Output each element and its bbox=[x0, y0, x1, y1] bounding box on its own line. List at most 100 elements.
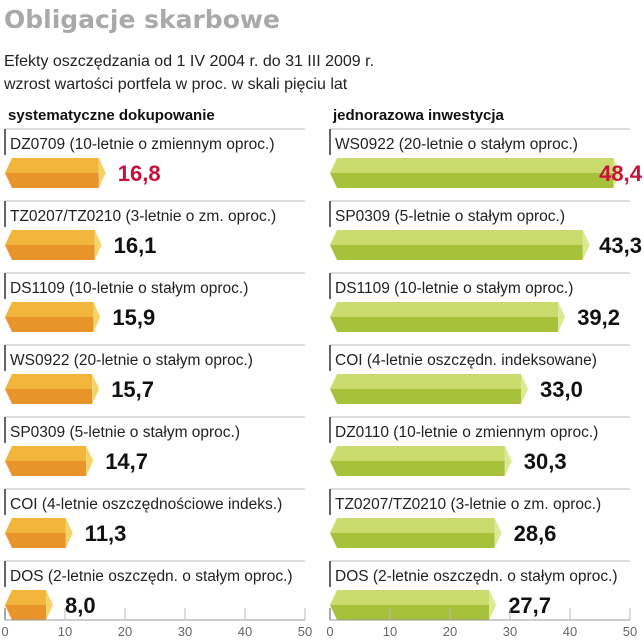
category-label: COI (4-letnie oszczędn. indeksowane) bbox=[335, 352, 597, 369]
tick-label: 10 bbox=[58, 624, 72, 639]
bar bbox=[330, 230, 590, 260]
panel-title-left: systematyczne dokupowanie bbox=[8, 107, 215, 124]
bar-bottom-face bbox=[330, 173, 614, 188]
tick-label: 50 bbox=[298, 624, 312, 639]
value-label: 43,3 bbox=[599, 233, 642, 258]
bar-top-face bbox=[5, 590, 46, 605]
tick-label: 40 bbox=[563, 624, 577, 639]
bar-end-face bbox=[521, 374, 528, 404]
bar bbox=[5, 446, 94, 476]
category-label: SP0309 (5-letnie o stałym oproc.) bbox=[335, 208, 565, 225]
value-label: 11,3 bbox=[85, 521, 127, 546]
tick-label: 20 bbox=[443, 624, 457, 639]
bar bbox=[330, 446, 512, 476]
category-label: TZ0207/TZ0210 (3-letnie o zm. oproc.) bbox=[10, 208, 276, 225]
category-label: SP0309 (5-letnie o stałym oproc.) bbox=[10, 424, 240, 441]
bar-bottom-face bbox=[330, 317, 559, 332]
tick-label: 0 bbox=[1, 624, 8, 639]
bar-end-face bbox=[65, 518, 73, 548]
value-label: 16,8 bbox=[118, 161, 161, 186]
bar bbox=[330, 374, 528, 404]
value-label: 15,9 bbox=[112, 305, 155, 330]
bar-top-face bbox=[330, 518, 495, 533]
category-label: DOS (2-letnie oszczędn. o stałym oproc.) bbox=[10, 568, 293, 585]
bar bbox=[5, 374, 100, 404]
bar-top-face bbox=[5, 446, 87, 461]
bar-end-face bbox=[94, 230, 102, 260]
bar bbox=[5, 230, 102, 260]
tick-label: 20 bbox=[118, 624, 132, 639]
bar-bottom-face bbox=[5, 533, 66, 548]
bar bbox=[330, 518, 502, 548]
bar-bottom-face bbox=[5, 605, 46, 620]
bar-top-face bbox=[5, 158, 99, 173]
bar-top-face bbox=[330, 374, 521, 389]
category-label: DZ0110 (10-letnie o zmiennym oproc.) bbox=[335, 424, 598, 441]
value-label: 39,2 bbox=[577, 305, 620, 330]
subtitle-measure: wzrost wartości portfela w proc. w skali… bbox=[3, 76, 348, 93]
bar-top-face bbox=[5, 302, 94, 317]
bar-end-face bbox=[558, 302, 566, 332]
category-label: WS0922 (20-letnie o stałym oproc.) bbox=[335, 136, 578, 153]
bar-end-face bbox=[613, 158, 621, 188]
bar-top-face bbox=[330, 158, 614, 173]
bar-top-face bbox=[330, 302, 559, 317]
value-label: 48,4 bbox=[599, 161, 643, 186]
bar-bottom-face bbox=[5, 461, 87, 476]
bar-end-face bbox=[86, 446, 94, 476]
value-label: 33,0 bbox=[540, 377, 583, 402]
bar-end-face bbox=[489, 590, 497, 620]
bar bbox=[330, 590, 497, 620]
bar-end-face bbox=[504, 446, 512, 476]
bar-bottom-face bbox=[330, 605, 490, 620]
category-label: DOS (2-letnie oszczędn. o stałym oproc.) bbox=[335, 568, 618, 585]
bar-end-face bbox=[92, 374, 100, 404]
bar-end-face bbox=[494, 518, 502, 548]
bar-bottom-face bbox=[330, 389, 521, 404]
bar bbox=[5, 590, 53, 620]
bar-bottom-face bbox=[5, 317, 94, 332]
bar bbox=[5, 302, 101, 332]
bar-end-face bbox=[582, 230, 590, 260]
tick-label: 0 bbox=[326, 624, 333, 639]
value-label: 30,3 bbox=[524, 449, 567, 474]
subtitle-period: Efekty oszczędzania od 1 IV 2004 r. do 3… bbox=[4, 53, 374, 70]
bar-bottom-face bbox=[5, 245, 95, 260]
value-label: 27,7 bbox=[508, 593, 551, 618]
bar bbox=[5, 518, 73, 548]
tick-label: 40 bbox=[238, 624, 252, 639]
bar-top-face bbox=[330, 230, 583, 245]
value-label: 8,0 bbox=[65, 593, 96, 618]
bar bbox=[330, 302, 566, 332]
tick-label: 30 bbox=[178, 624, 192, 639]
bar-top-face bbox=[5, 374, 93, 389]
category-label: DZ0709 (10-letnie o zmiennym oproc.) bbox=[10, 136, 274, 153]
bar-bottom-face bbox=[330, 461, 505, 476]
bar-bottom-face bbox=[330, 533, 495, 548]
tick-label: 10 bbox=[383, 624, 397, 639]
bar-bottom-face bbox=[330, 245, 583, 260]
value-label: 28,6 bbox=[514, 521, 557, 546]
category-label: TZ0207/TZ0210 (3-letnie o zm. oproc.) bbox=[335, 496, 601, 513]
bar-end-face bbox=[93, 302, 101, 332]
bar bbox=[5, 158, 106, 188]
category-label: DS1109 (10-letnie o stałym oproc.) bbox=[10, 280, 248, 297]
category-label: COI (4-letnie oszczędnościowe indeks.) bbox=[10, 496, 282, 513]
bar-bottom-face bbox=[5, 173, 99, 188]
tick-label: 30 bbox=[503, 624, 517, 639]
chart-title: Obligacje skarbowe bbox=[4, 5, 280, 34]
tick-label: 50 bbox=[623, 624, 637, 639]
value-label: 14,7 bbox=[105, 449, 148, 474]
panel-title-right: jednorazowa inwestycja bbox=[332, 107, 505, 124]
bar-bottom-face bbox=[5, 389, 93, 404]
bar-end-face bbox=[46, 590, 53, 620]
bar-top-face bbox=[330, 446, 505, 461]
bar bbox=[330, 158, 621, 188]
bar-top-face bbox=[5, 518, 66, 533]
value-label: 15,7 bbox=[111, 377, 154, 402]
bar-end-face bbox=[98, 158, 106, 188]
bar-top-face bbox=[330, 590, 490, 605]
value-label: 16,1 bbox=[114, 233, 157, 258]
category-label: WS0922 (20-letnie o stałym oproc.) bbox=[10, 352, 253, 369]
